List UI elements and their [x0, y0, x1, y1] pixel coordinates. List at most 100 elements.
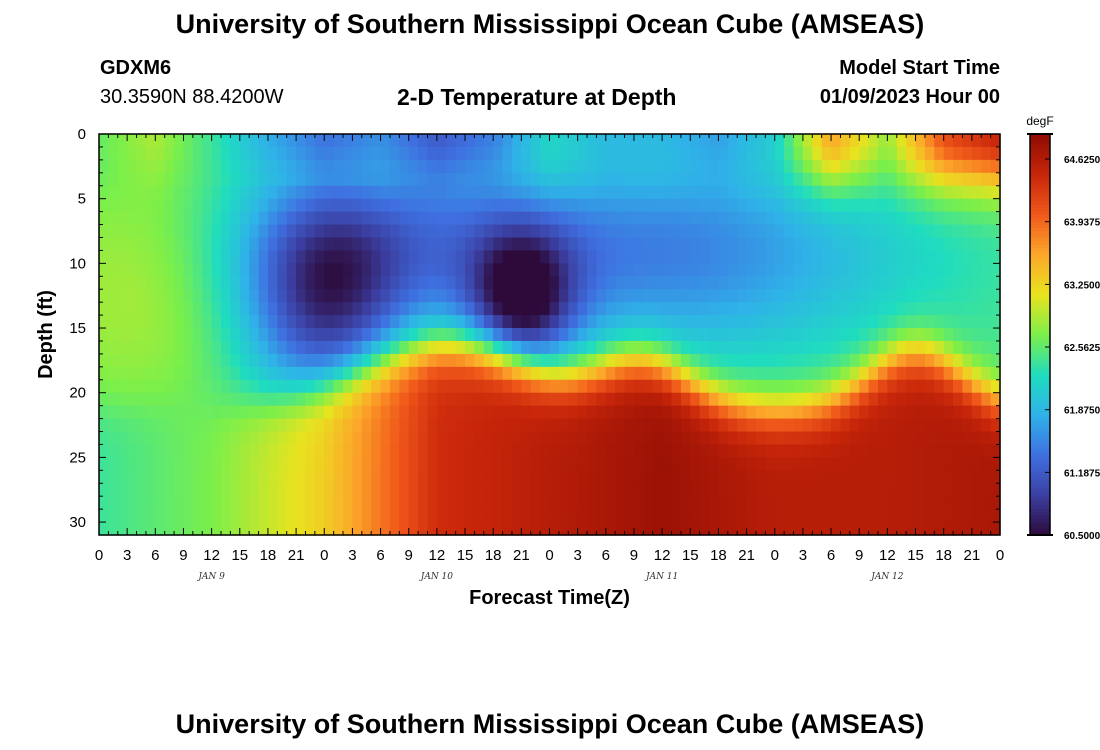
heatmap-cell — [108, 522, 119, 536]
heatmap-cell — [361, 134, 372, 148]
heatmap-cell — [221, 211, 231, 226]
heatmap-cell — [427, 172, 438, 187]
heatmap-cell — [483, 211, 494, 226]
heatmap-cell — [474, 366, 485, 381]
heatmap-cell — [164, 315, 175, 329]
heatmap-cell — [709, 211, 720, 226]
heatmap-cell — [793, 328, 804, 342]
heatmap-cell — [643, 431, 654, 446]
heatmap-cell — [446, 302, 457, 316]
heatmap-cell — [877, 496, 888, 510]
heatmap-cell — [343, 353, 354, 368]
heatmap-cell — [727, 146, 738, 161]
heatmap-cell — [746, 470, 757, 484]
heatmap-cell — [849, 444, 860, 458]
heatmap-cell — [990, 276, 1001, 290]
heatmap-cell — [474, 146, 485, 161]
heatmap-cell — [774, 509, 785, 523]
heatmap-cell — [446, 172, 457, 187]
heatmap-cell — [446, 224, 457, 239]
heatmap-cell — [793, 159, 804, 174]
heatmap-cell — [117, 457, 128, 471]
heatmap-cell — [202, 134, 213, 148]
heatmap-cell — [906, 185, 917, 200]
heatmap-cell — [558, 159, 569, 174]
heatmap-cell — [718, 509, 729, 523]
heatmap-cell — [202, 366, 213, 381]
heatmap-cell — [784, 353, 795, 368]
heatmap-cell — [314, 509, 325, 523]
heatmap-cell — [530, 328, 541, 342]
heatmap-cell — [389, 146, 400, 161]
heatmap-cell — [371, 392, 382, 407]
heatmap-cell — [746, 496, 757, 510]
heatmap-cell — [427, 444, 438, 458]
heatmap-cell — [587, 134, 598, 148]
heatmap-cell — [896, 263, 907, 277]
heatmap-cell — [971, 224, 982, 239]
heatmap-cell — [164, 237, 175, 252]
heatmap-cell — [145, 134, 156, 148]
heatmap-cell — [305, 483, 316, 497]
heatmap-cell — [465, 444, 476, 458]
heatmap-cell — [483, 276, 494, 290]
heatmap-cell — [380, 237, 391, 252]
heatmap-cell — [859, 379, 870, 394]
heatmap-cell — [249, 134, 260, 148]
heatmap-cell — [211, 134, 222, 148]
heatmap-cell — [324, 172, 335, 187]
heatmap-cell — [343, 159, 354, 174]
heatmap-cell — [587, 146, 598, 161]
heatmap-cell — [831, 353, 842, 368]
heatmap-cell — [183, 289, 194, 303]
heatmap-cell — [221, 159, 231, 174]
heatmap-cell — [530, 302, 541, 316]
heatmap-cell — [99, 444, 109, 458]
heatmap-cell — [962, 159, 973, 174]
heatmap-cell — [587, 211, 598, 226]
heatmap-cell — [840, 405, 851, 420]
heatmap-cell — [192, 146, 203, 161]
heatmap-cell — [587, 315, 598, 329]
heatmap-cell — [389, 211, 400, 226]
heatmap-cell — [765, 340, 776, 355]
heatmap-cell — [474, 250, 485, 264]
heatmap-cell — [221, 496, 231, 510]
heatmap-cell — [399, 405, 410, 420]
heatmap-cell — [380, 159, 391, 174]
heatmap-cell — [192, 340, 203, 355]
heatmap-cell — [784, 276, 795, 290]
heatmap-cell — [136, 522, 147, 536]
heatmap-cell — [981, 379, 992, 394]
heatmap-cell — [230, 172, 241, 187]
heatmap-cell — [709, 276, 720, 290]
heatmap-cell — [192, 431, 203, 446]
heatmap-cell — [540, 366, 551, 381]
heatmap-cell — [596, 366, 607, 381]
heatmap-cell — [305, 276, 316, 290]
heatmap-cell — [671, 302, 682, 316]
heatmap-cell — [765, 250, 776, 264]
heatmap-cell — [680, 198, 691, 213]
heatmap-cell — [831, 185, 842, 200]
heatmap-cell — [746, 224, 757, 239]
heatmap-cell — [174, 418, 185, 433]
heatmap-cell — [239, 431, 250, 446]
heatmap-cell — [680, 405, 691, 420]
heatmap-cell — [671, 431, 682, 446]
heatmap-cell — [577, 431, 588, 446]
heatmap-cell — [502, 340, 513, 355]
heatmap-cell — [361, 379, 372, 394]
heatmap-cell — [633, 211, 644, 226]
heatmap-cell — [643, 172, 654, 187]
heatmap-cell — [155, 496, 166, 510]
heatmap-cell — [690, 392, 701, 407]
heatmap-cell — [774, 328, 785, 342]
heatmap-cell — [267, 146, 278, 161]
heatmap-cell — [596, 431, 607, 446]
heatmap-cell — [343, 366, 354, 381]
heatmap-cell — [596, 146, 607, 161]
heatmap-cell — [258, 366, 269, 381]
heatmap-cell — [258, 496, 269, 510]
heatmap-cell — [718, 431, 729, 446]
